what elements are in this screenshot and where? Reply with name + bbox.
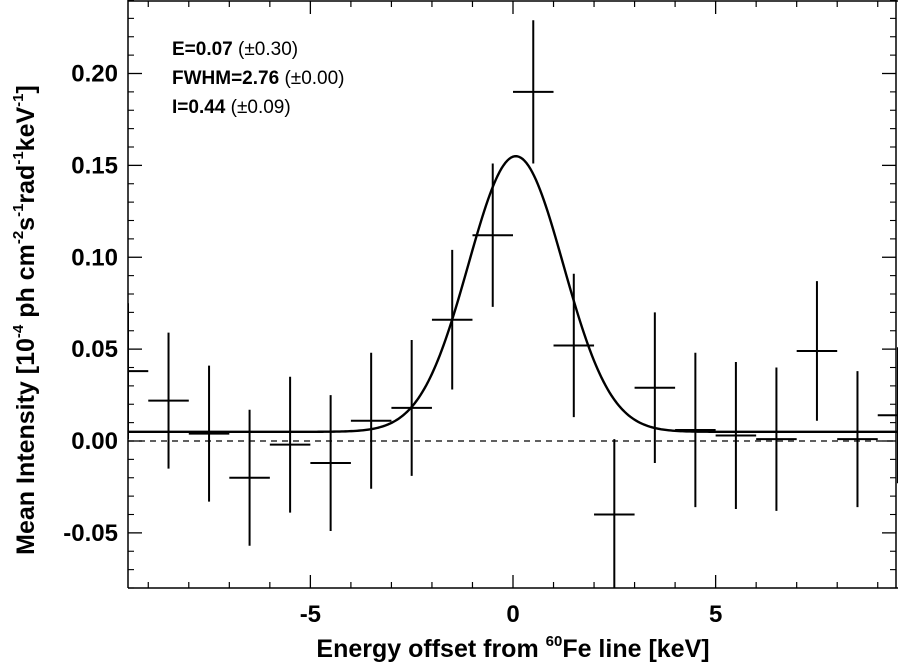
data-point xyxy=(188,365,230,502)
axis-ticks xyxy=(128,0,896,589)
x-tick-label: 0 xyxy=(506,601,519,628)
annotation-intensity-value: I=0.44 xyxy=(172,97,226,118)
annotation-fwhm: FWHM=2.76 (±0.00) xyxy=(172,68,345,89)
y-axis-title-sup: -2 xyxy=(10,231,27,244)
axis-tick-labels: -5 0 5 -0.05 0.00 0.05 0.10 0.15 0.20 xyxy=(63,61,722,629)
data-point xyxy=(715,361,757,509)
data-point xyxy=(594,439,635,588)
annotation-energy-value: E=0.07 xyxy=(172,39,233,60)
data-point xyxy=(513,20,554,164)
x-axis-title-part2: Fe line [keV] xyxy=(562,635,709,663)
gaussian-fit-curve xyxy=(128,155,898,434)
annotation-energy: E=0.07 (±0.30) xyxy=(172,39,298,60)
annotation-intensity-error: (±0.09) xyxy=(225,97,290,118)
x-tick-label: -5 xyxy=(300,601,321,628)
data-point xyxy=(675,352,716,508)
data-point xyxy=(148,332,189,469)
data-point xyxy=(229,409,270,546)
data-point xyxy=(796,281,838,421)
data-point xyxy=(756,367,797,511)
data-point xyxy=(128,303,149,440)
annotation-energy-error: (±0.30) xyxy=(233,39,298,60)
x-axis-title: Energy offset from 60Fe line [keV] xyxy=(316,633,709,663)
y-tick-label: 0.00 xyxy=(71,428,118,455)
data-point xyxy=(310,395,351,532)
y-tick-label: 0.15 xyxy=(71,152,118,179)
y-axis-title-part: Mean Intensity [10 xyxy=(12,338,40,555)
y-axis-title-sup: -1 xyxy=(10,151,27,164)
y-axis-title-part: rad xyxy=(12,165,40,204)
x-axis-title-sup: 60 xyxy=(546,633,563,650)
y-axis-title-sup: -1 xyxy=(10,94,27,107)
data-point xyxy=(837,371,878,508)
data-point xyxy=(634,312,676,464)
y-axis-title-part: s xyxy=(12,217,40,231)
y-axis-title-sup: -1 xyxy=(10,204,27,217)
y-axis-title-part: keV xyxy=(12,107,40,152)
x-tick-label: 5 xyxy=(709,601,722,628)
y-axis-title: Mean Intensity [10-4 ph cm-2s-1rad-1keV-… xyxy=(10,85,40,555)
y-tick-label: 0.10 xyxy=(71,244,118,271)
y-tick-label: -0.05 xyxy=(63,520,118,547)
x-axis-title-part1: Energy offset from xyxy=(316,635,545,663)
y-axis-title-sup: -4 xyxy=(10,324,27,338)
data-point xyxy=(350,352,392,489)
data-point xyxy=(269,376,311,513)
annotation-fwhm-error: (±0.00) xyxy=(279,68,344,89)
y-axis-title-part: ] xyxy=(12,85,40,93)
y-axis-title-part: ph cm xyxy=(12,244,40,325)
data-point xyxy=(877,347,898,484)
y-tick-label: 0.05 xyxy=(71,336,118,363)
annotation-fwhm-value: FWHM=2.76 xyxy=(172,68,279,89)
y-tick-label: 0.20 xyxy=(71,61,118,88)
annotation-intensity: I=0.44 (±0.09) xyxy=(172,97,291,118)
